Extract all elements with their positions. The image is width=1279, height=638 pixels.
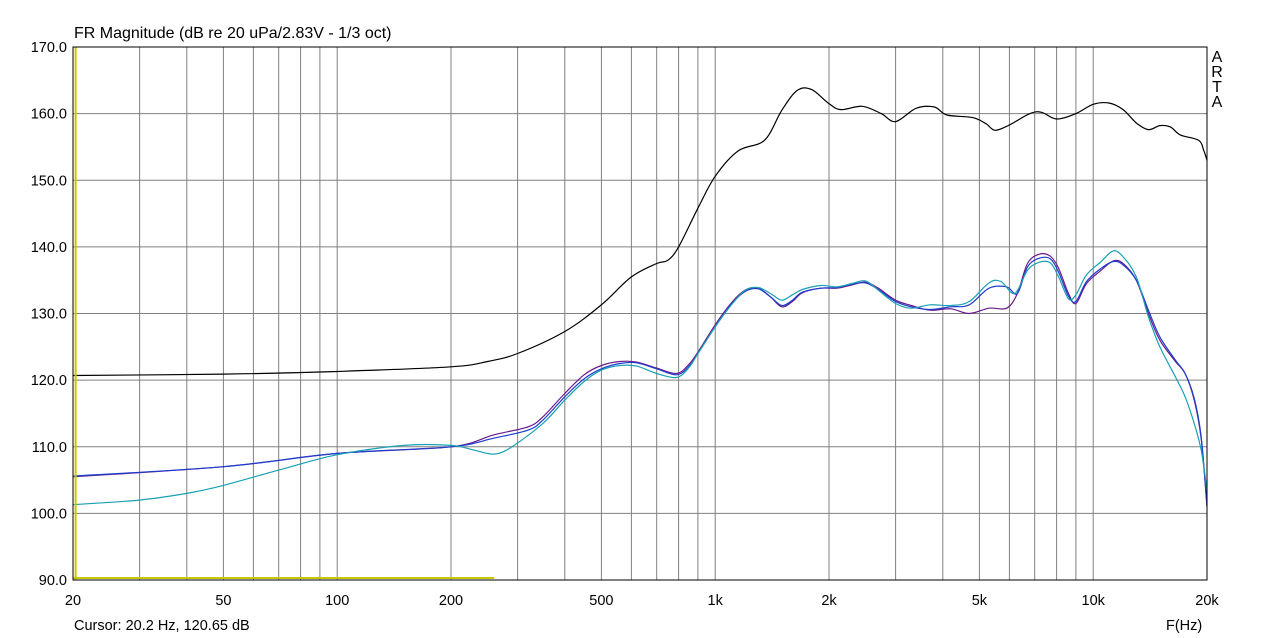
series-layer — [72, 87, 1208, 507]
y-tick-label: 110.0 — [32, 440, 67, 456]
cursor-marker[interactable] — [73, 47, 495, 580]
x-tick-label: 500 — [589, 593, 613, 609]
series-line-3 — [72, 256, 1208, 507]
x-axis-ticks: 20 50 100 200 500 1k 2k 5k 10k 20k — [65, 593, 1220, 609]
y-tick-label: 120.0 — [31, 373, 67, 389]
x-tick-label: 5k — [972, 593, 988, 609]
grid-lines — [73, 47, 1207, 580]
y-tick-label: 150.0 — [31, 173, 67, 189]
chart-title: FR Magnitude (dB re 20 uPa/2.83V - 1/3 o… — [74, 25, 392, 42]
x-tick-label: 10k — [1082, 593, 1106, 609]
y-tick-label: 100.0 — [31, 506, 67, 522]
x-tick-label: 100 — [325, 593, 349, 609]
series-line-4 — [72, 250, 1208, 506]
series-line-1 — [72, 87, 1208, 377]
x-tick-label: 20 — [65, 593, 81, 609]
plot-frame — [72, 46, 1208, 581]
x-tick-label: 1k — [708, 593, 724, 609]
x-tick-label: 200 — [439, 593, 463, 609]
x-tick-label: 20k — [1195, 593, 1219, 609]
y-tick-label: 170.0 — [31, 40, 67, 56]
x-axis-label: F(Hz) — [1166, 618, 1202, 634]
x-tick-label: 50 — [215, 593, 231, 609]
y-tick-label: 130.0 — [31, 307, 67, 323]
y-tick-label: 140.0 — [31, 240, 67, 256]
y-tick-label: 90.0 — [39, 573, 67, 589]
y-axis-ticks: 90.0 100.0 110.0 120.0 130.0 140.0 150.0 160.0 1… — [31, 40, 67, 589]
x-tick-label: 2k — [821, 593, 837, 609]
y-tick-label: 160.0 — [31, 107, 67, 123]
cursor-readout: Cursor: 20.2 Hz, 120.65 dB — [74, 618, 250, 634]
